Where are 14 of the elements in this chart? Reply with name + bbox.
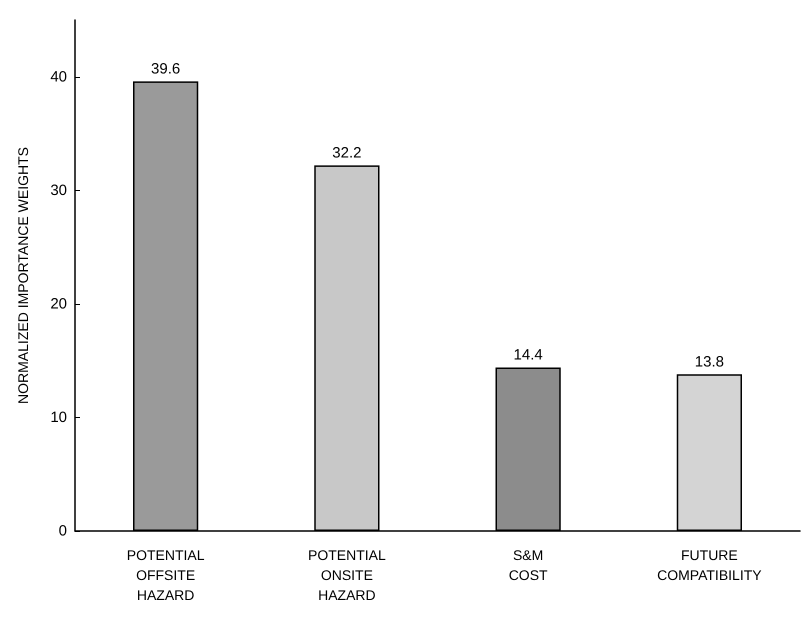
- y-tick-label: 10: [50, 408, 67, 426]
- data-label: 13.8: [694, 353, 724, 370]
- x-tick-label: POTENTIAL OFFSITE HAZARD: [126, 547, 205, 603]
- y-tick-label: 0: [58, 522, 67, 540]
- data-label: 39.6: [151, 60, 180, 78]
- x-tick-label: S&M COST: [508, 547, 548, 583]
- x-tick-label: FUTURE COMPATIBILITY: [657, 547, 762, 583]
- data-label: 14.4: [514, 346, 543, 364]
- data-label: 32.2: [332, 144, 362, 162]
- y-axis-title: NORMALIZED IMPORTANCE WEIGHTS: [15, 147, 31, 404]
- y-tick-label: 40: [50, 68, 67, 86]
- y-tick-label: 20: [50, 295, 67, 312]
- y-tick-label: 30: [50, 182, 67, 199]
- x-tick-label: POTENTIAL ONSITE HAZARD: [308, 547, 386, 603]
